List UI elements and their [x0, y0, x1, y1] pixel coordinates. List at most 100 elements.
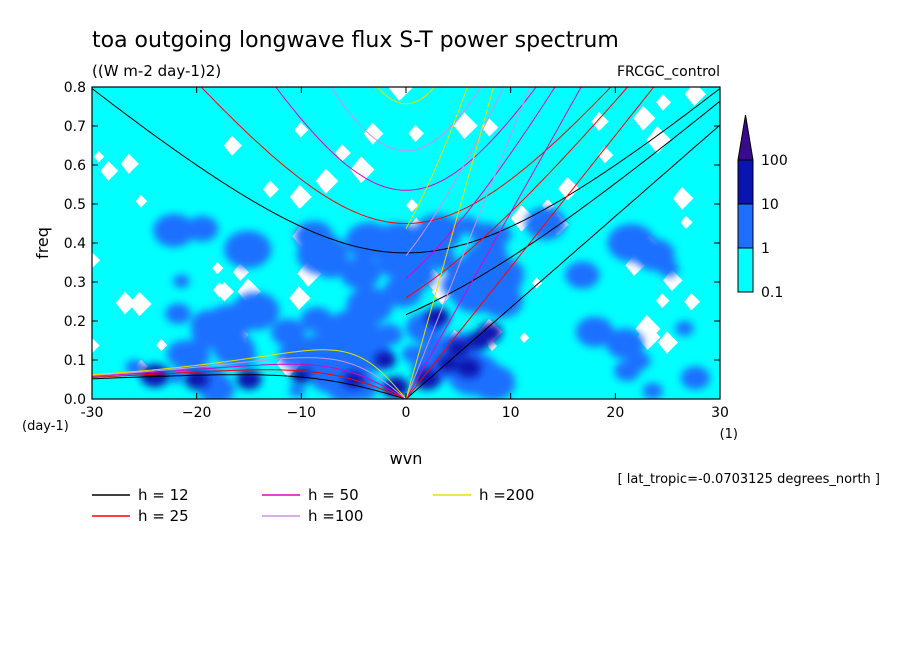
power-blob [477, 322, 503, 343]
low-power-patch [532, 277, 543, 289]
power-blob [173, 274, 190, 288]
power-blob [224, 230, 272, 269]
power-blob [642, 382, 663, 399]
y-tick-label: 0.0 [64, 392, 86, 408]
power-blob [186, 215, 219, 242]
power-blob [228, 344, 257, 367]
low-power-patch [519, 332, 530, 344]
low-power-patch [129, 291, 152, 317]
legend-item: h =200 [433, 486, 534, 504]
legend-label: h = 50 [308, 486, 359, 504]
colorbar-segment [737, 203, 754, 249]
low-power-patch [684, 293, 701, 311]
low-power-patch [223, 135, 242, 156]
power-blob [607, 223, 656, 262]
power-blob [300, 307, 333, 333]
legend-label: h =100 [308, 507, 363, 525]
power-blob [374, 351, 396, 369]
power-blob [314, 252, 347, 278]
mixed-rossby-gravity-curve [405, 87, 556, 279]
y-tick-label: 0.2 [64, 314, 86, 330]
low-power-patch [363, 122, 384, 145]
power-blob [140, 363, 170, 388]
power-blob [606, 328, 645, 359]
rossby-wave-curve [92, 357, 407, 399]
colorbar-label: 100 [761, 153, 788, 169]
power-blob [447, 339, 470, 358]
power-blob [401, 345, 424, 363]
power-blob [340, 256, 382, 290]
power-level-2 [140, 307, 503, 399]
power-blob [153, 213, 195, 248]
power-blob [165, 303, 192, 325]
power-blob [343, 317, 370, 339]
low-power-patch [213, 282, 227, 298]
power-blob [166, 340, 203, 369]
power-blob [278, 343, 309, 368]
y-axis: 0.0 0.1 0.2 0.3 0.4 0.5 0.6 0.7 0.8 [64, 80, 720, 408]
low-power-patch [289, 184, 312, 210]
y-tick-label: 0.1 [64, 353, 86, 369]
rossby-wave-curve [92, 369, 407, 399]
low-power-patch [591, 111, 609, 132]
colorbar-segment [737, 247, 754, 293]
power-blob [575, 316, 614, 348]
legend-item: h =100 [262, 507, 363, 525]
power-blob [289, 383, 306, 397]
x-tick-label: 10 [502, 405, 520, 421]
dispersion-curve-h100 [92, 87, 531, 399]
mixed-rossby-gravity-curve [405, 100, 720, 316]
dispersion-curve-h200 [92, 87, 495, 399]
colorbar-label: 0.1 [761, 285, 783, 301]
low-power-patch [212, 261, 224, 275]
low-power-patch [100, 161, 119, 181]
y-tick-label: 0.3 [64, 275, 86, 291]
low-power-patch [635, 314, 661, 343]
inertia-gravity-curve [330, 87, 482, 152]
x-tick-label: −10 [287, 405, 317, 421]
y-axis-unit: (day-1) [22, 419, 69, 434]
x-axis: -30 −20 −10 0 10 20 30 [81, 87, 729, 421]
mixed-rossby-gravity-curve [405, 87, 505, 257]
low-power-patch [558, 177, 580, 201]
low-power-patch [656, 293, 670, 309]
low-power-patch [633, 105, 656, 131]
low-power-patch [406, 198, 419, 213]
low-power-patch [120, 153, 139, 174]
y-tick-label: 0.8 [64, 80, 86, 96]
power-blob [482, 257, 525, 292]
y-tick-label: 0.4 [64, 236, 86, 252]
low-power-patch [263, 180, 279, 199]
power-blob [675, 320, 694, 336]
rossby-wave-curve [92, 363, 407, 399]
inertia-gravity-curve [92, 88, 720, 254]
power-blob [190, 309, 230, 341]
y-tick-label: 0.6 [64, 158, 86, 174]
legend-item: h = 50 [262, 486, 359, 504]
power-blob [680, 366, 711, 390]
low-power-patch [408, 124, 424, 143]
x-axis-label: wvn [390, 449, 423, 468]
chart-title: toa outgoing longwave flux S-T power spe… [92, 28, 619, 53]
power-blob [437, 355, 459, 373]
legend-label: h =200 [479, 486, 534, 504]
colorbar-label: 1 [761, 241, 770, 257]
low-power-patch [135, 194, 148, 208]
inertia-gravity-curve [200, 87, 612, 225]
power-blob [565, 261, 600, 289]
mixed-rossby-gravity-curve [405, 87, 468, 229]
low-power-patch [350, 156, 375, 184]
run-label: FRCGC_control [617, 64, 720, 80]
low-power-patch [656, 94, 672, 111]
low-power-patch [156, 338, 168, 352]
x-tick-label: −20 [182, 405, 212, 421]
low-power-patch [598, 146, 614, 164]
inertia-gravity-curve [376, 87, 436, 105]
legend-label: h = 25 [138, 507, 189, 525]
legend-item: h = 25 [92, 507, 189, 525]
power-blob [657, 259, 679, 278]
x-tick-label: 0 [402, 405, 411, 421]
low-power-patch [646, 126, 671, 154]
low-power-patch [684, 87, 707, 106]
rossby-wave-curve [92, 374, 407, 399]
